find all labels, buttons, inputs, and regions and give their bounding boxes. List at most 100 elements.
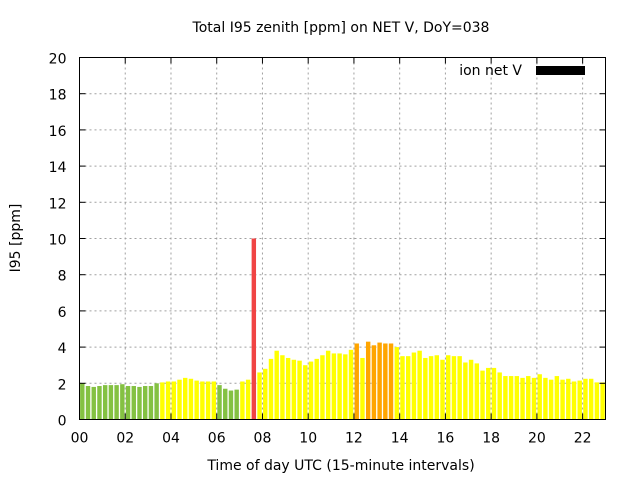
bar [171, 381, 176, 420]
x-tick-label: 14 [391, 431, 409, 447]
bar [211, 381, 217, 420]
bar [154, 383, 159, 420]
plot-border [79, 57, 606, 420]
bar [463, 362, 468, 420]
bar [371, 345, 377, 420]
legend-label: ion net V [459, 63, 522, 79]
y-tick-label: 2 [58, 377, 67, 393]
bar [531, 377, 537, 420]
bar [348, 349, 354, 420]
y-tick-label: 20 [49, 52, 67, 68]
bar [388, 343, 394, 420]
bar [183, 377, 188, 420]
y-tick-label: 14 [49, 160, 67, 176]
bar [554, 376, 560, 420]
bar [257, 372, 262, 420]
bar [285, 357, 291, 420]
y-tick-label: 10 [49, 233, 67, 249]
bar [234, 389, 239, 420]
bar [217, 385, 222, 420]
bar [486, 367, 491, 420]
y-tick-label: 8 [58, 269, 67, 285]
bar [343, 354, 348, 420]
bar [400, 356, 405, 420]
bar [274, 350, 279, 420]
x-tick-label: 10 [299, 431, 317, 447]
bar [537, 374, 542, 420]
y-tick-label: 12 [49, 196, 67, 212]
bar [337, 353, 342, 420]
x-tick-label: 08 [254, 431, 272, 447]
x-tick-label: 04 [162, 431, 180, 447]
bar [291, 359, 297, 420]
bar [457, 356, 462, 420]
bar [314, 358, 319, 420]
bar [297, 360, 302, 420]
bar [503, 376, 508, 420]
bar [394, 347, 399, 420]
bar [383, 343, 388, 420]
bar [200, 381, 205, 420]
bar [360, 357, 365, 420]
bar [543, 377, 548, 420]
bar [354, 343, 359, 420]
bar [268, 358, 274, 420]
legend-swatch [536, 66, 585, 75]
bar [377, 342, 382, 420]
y-tick-label: 6 [58, 305, 67, 321]
x-tick-label: 20 [528, 431, 546, 447]
legend: ion net V [459, 63, 585, 79]
bar [80, 383, 85, 420]
bar [526, 376, 531, 420]
bar [223, 388, 228, 420]
bar [228, 390, 234, 420]
x-tick-label: 06 [208, 431, 226, 447]
bars [80, 238, 605, 420]
bar [411, 352, 417, 420]
bar [120, 384, 125, 420]
y-tick-label: 16 [49, 124, 67, 140]
x-tick-label: 16 [436, 431, 454, 447]
bar [194, 380, 199, 420]
bar [331, 353, 337, 420]
bar [131, 386, 136, 420]
bar [423, 357, 428, 420]
bar [303, 365, 308, 420]
bar [280, 355, 285, 420]
x-axis-label: Time of day UTC (15-minute intervals) [206, 458, 474, 474]
chart-title: Total I95 zenith [ppm] on NET V, DoY=038 [192, 20, 490, 36]
bar [588, 378, 594, 420]
bar [514, 376, 520, 420]
bar [320, 355, 325, 420]
bar [405, 356, 411, 420]
bar [142, 386, 148, 420]
bar [251, 238, 257, 420]
bar [125, 386, 131, 420]
bar [434, 355, 439, 420]
bar [440, 359, 445, 420]
bar [417, 350, 422, 420]
bar [548, 379, 554, 420]
bar [308, 361, 314, 420]
bar [577, 380, 582, 420]
bar [148, 386, 154, 420]
bar [446, 355, 451, 420]
x-tick-label: 00 [71, 431, 89, 447]
bar [160, 382, 165, 420]
bar [474, 363, 480, 420]
bar [240, 381, 245, 420]
bar [263, 368, 268, 420]
bar [491, 367, 497, 420]
bar [571, 381, 577, 420]
bar [97, 386, 102, 420]
bar [102, 385, 108, 420]
bar [428, 356, 434, 420]
y-tick-label: 18 [49, 88, 67, 104]
bar [508, 376, 514, 420]
y-axis-label: I95 [ppm] [8, 204, 24, 273]
bar [114, 385, 119, 420]
bar [451, 356, 457, 420]
bar [365, 341, 371, 420]
bar [108, 385, 114, 420]
